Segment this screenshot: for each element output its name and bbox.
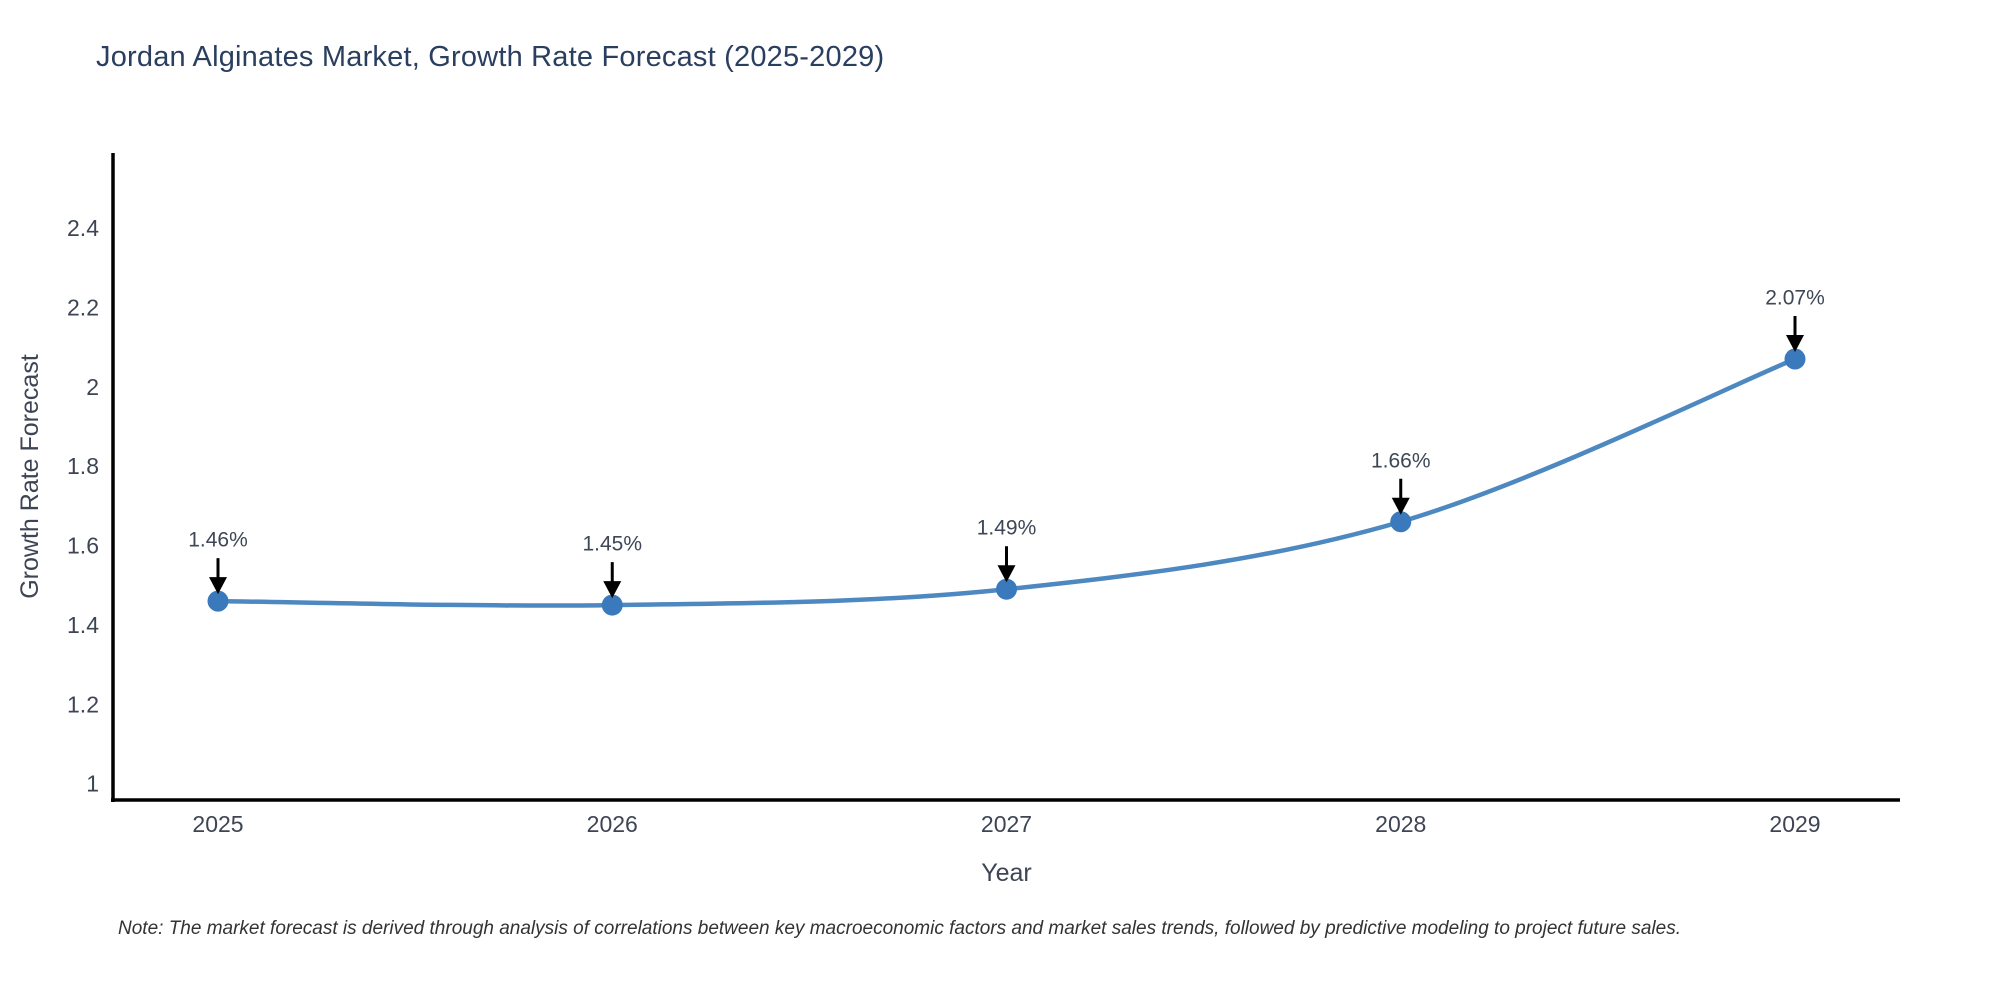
data-point-2029 <box>1784 348 1806 370</box>
annotation-arrowhead <box>209 577 227 595</box>
x-tick-label: 2029 <box>1769 811 1820 837</box>
annotation-arrowhead <box>997 565 1016 583</box>
y-tick-label: 1.4 <box>67 612 99 638</box>
annotation-arrowhead <box>603 581 622 599</box>
annotation-arrowhead <box>1786 335 1804 353</box>
y-tick-label: 1.2 <box>67 691 99 717</box>
y-tick-label: 2.2 <box>67 294 99 320</box>
x-tick-label: 2027 <box>981 811 1032 837</box>
y-tick-label: 2.4 <box>67 215 99 241</box>
x-tick-label: 2026 <box>587 811 638 837</box>
x-tick-label: 2028 <box>1375 811 1426 837</box>
chart-title: Jordan Alginates Market, Growth Rate For… <box>96 41 885 73</box>
x-tick-label: 2025 <box>192 811 243 837</box>
point-label: 1.46% <box>188 529 248 552</box>
data-point-2028 <box>1390 511 1412 533</box>
point-label: 2.07% <box>1765 287 1825 310</box>
y-tick-label: 1 <box>86 771 99 797</box>
y-tick-label: 1.8 <box>67 453 99 479</box>
y-tick-label: 1.6 <box>67 533 99 559</box>
y-axis-title: Growth Rate Forecast <box>16 354 44 599</box>
annotation-arrowhead <box>1391 497 1410 515</box>
data-point-2026 <box>601 594 623 616</box>
data-point-2027 <box>996 578 1017 600</box>
footnote: Note: The market forecast is derived thr… <box>118 918 1681 939</box>
point-label: 1.49% <box>977 517 1037 540</box>
point-label: 1.45% <box>582 533 642 556</box>
x-axis-title: Year <box>981 859 1032 887</box>
point-label: 1.66% <box>1371 449 1431 472</box>
y-tick-label: 2 <box>86 374 99 400</box>
data-point-2025 <box>207 590 229 612</box>
